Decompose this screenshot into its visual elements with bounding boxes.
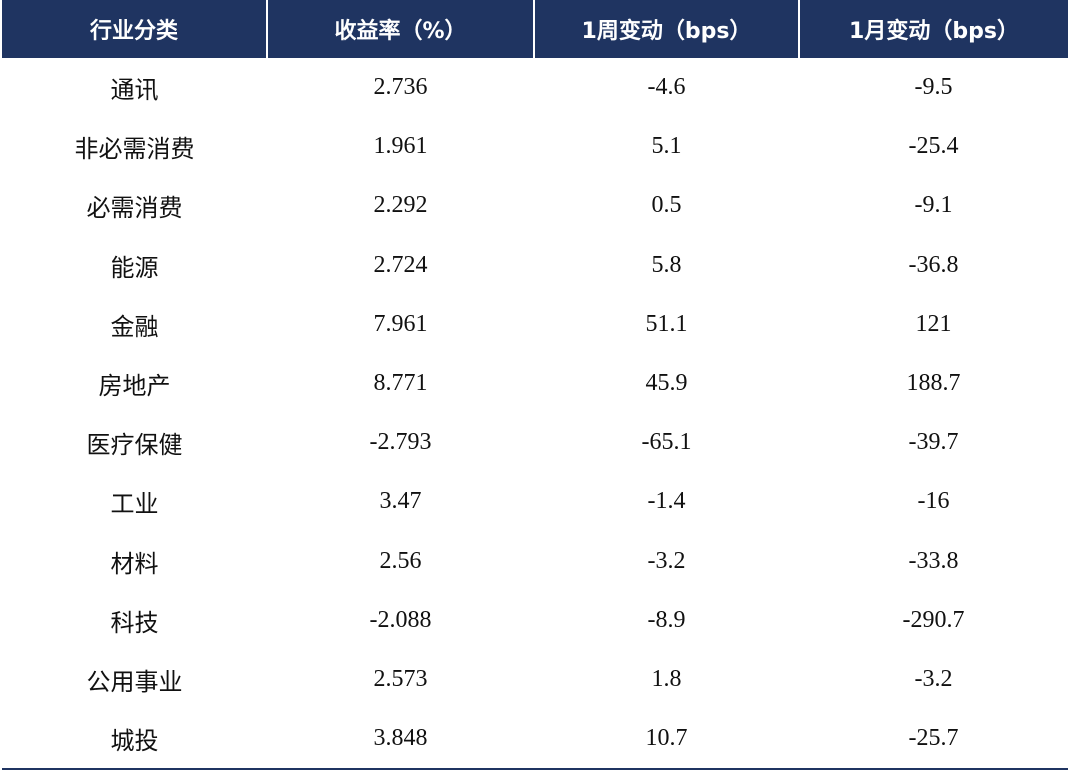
cell-1w-change: 5.1	[651, 133, 682, 160]
cell-1w-change: 0.5	[651, 192, 682, 219]
cell-industry: 医疗保健	[86, 431, 183, 460]
header-yield: 收益率（%）	[266, 0, 534, 58]
table-row: 金融 7.961 51.1 121	[2, 295, 1068, 354]
cell-yield: 3.47	[379, 488, 422, 515]
cell-industry: 城投	[110, 727, 159, 756]
cell-1w-change: -8.9	[647, 606, 686, 633]
table-bottom-rule	[2, 768, 1068, 770]
table-row: 通讯 2.736 -4.6 -9.5	[2, 58, 1068, 117]
cell-yield: 2.292	[373, 192, 428, 219]
cell-industry: 金融	[110, 312, 159, 341]
header-1w-change: 1周变动（bps）	[533, 0, 799, 58]
header-1m-change: 1月变动（bps）	[798, 0, 1068, 58]
cell-1m-change: -25.4	[908, 133, 959, 160]
cell-1w-change: 10.7	[645, 725, 688, 752]
cell-1m-change: -39.7	[908, 429, 959, 456]
cell-1w-change: 1.8	[651, 665, 682, 692]
cell-yield: 1.961	[373, 133, 428, 160]
cell-1w-change: 5.8	[651, 251, 682, 278]
cell-1m-change: -3.2	[914, 665, 953, 692]
cell-industry: 科技	[110, 608, 159, 637]
table-row: 科技 -2.088 -8.9 -290.7	[2, 591, 1068, 650]
cell-yield: 8.771	[373, 370, 428, 397]
cell-yield: 2.736	[373, 74, 428, 101]
cell-industry: 房地产	[98, 372, 171, 401]
cell-yield: 2.56	[379, 547, 422, 574]
cell-1m-change: -33.8	[908, 547, 959, 574]
cell-industry: 能源	[110, 253, 159, 282]
cell-yield: 7.961	[373, 310, 428, 337]
cell-1m-change: -36.8	[908, 251, 959, 278]
cell-yield: 3.848	[373, 725, 428, 752]
cell-yield: -2.088	[369, 606, 432, 633]
cell-1m-change: 121	[915, 310, 952, 337]
cell-industry: 通讯	[110, 76, 159, 105]
cell-industry: 必需消费	[86, 194, 183, 223]
cell-industry: 非必需消费	[74, 135, 195, 164]
cell-1m-change: -290.7	[902, 606, 965, 633]
table-row: 医疗保健 -2.793 -65.1 -39.7	[2, 413, 1068, 472]
table-row: 能源 2.724 5.8 -36.8	[2, 236, 1068, 295]
cell-1m-change: -9.1	[914, 192, 953, 219]
cell-1w-change: -3.2	[647, 547, 686, 574]
cell-industry: 材料	[110, 549, 159, 578]
header-industry: 行业分类	[2, 0, 267, 58]
cell-1w-change: -4.6	[647, 74, 686, 101]
table-header: 行业分类 收益率（%） 1周变动（bps） 1月变动（bps）	[2, 0, 1068, 58]
cell-industry: 公用事业	[86, 667, 183, 696]
table-row: 公用事业 2.573 1.8 -3.2	[2, 650, 1068, 709]
cell-1w-change: 51.1	[645, 310, 688, 337]
table-row: 城投 3.848 10.7 -25.7	[2, 709, 1068, 768]
table-row: 材料 2.56 -3.2 -33.8	[2, 532, 1068, 591]
cell-1w-change: -1.4	[647, 488, 686, 515]
table-row: 房地产 8.771 45.9 188.7	[2, 354, 1068, 413]
cell-1w-change: -65.1	[641, 429, 692, 456]
cell-1m-change: 188.7	[906, 370, 961, 397]
cell-1m-change: -16	[917, 488, 950, 515]
table-row: 非必需消费 1.961 5.1 -25.4	[2, 117, 1068, 176]
cell-industry: 工业	[110, 490, 159, 519]
cell-1w-change: 45.9	[645, 370, 688, 397]
cell-1m-change: -9.5	[914, 74, 953, 101]
table-body: 通讯 2.736 -4.6 -9.5 非必需消费 1.961 5.1 -25.4 必需消费 2.2…	[2, 58, 1068, 768]
cell-yield: -2.793	[369, 429, 432, 456]
cell-yield: 2.573	[373, 665, 428, 692]
header-row: 行业分类 收益率（%） 1周变动（bps） 1月变动（bps）	[2, 0, 1068, 58]
table-row: 必需消费 2.292 0.5 -9.1	[2, 176, 1068, 235]
cell-yield: 2.724	[373, 251, 428, 278]
cell-1m-change: -25.7	[908, 725, 959, 752]
table-row: 工业 3.47 -1.4 -16	[2, 472, 1068, 531]
